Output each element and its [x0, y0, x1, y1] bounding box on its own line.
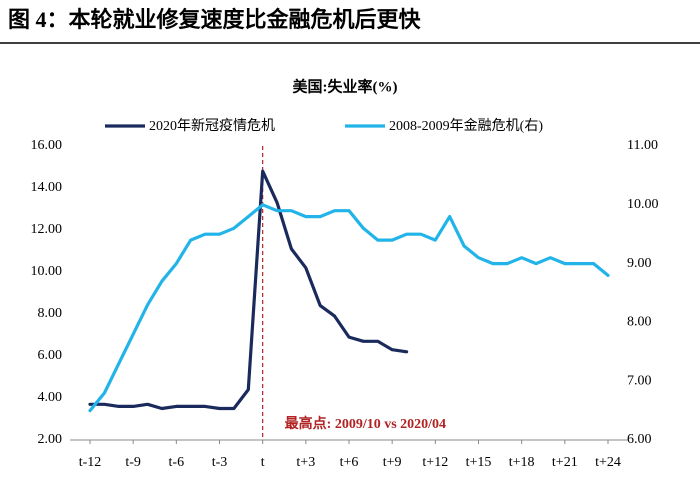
chart-title: 美国:失业率(%)	[293, 77, 398, 95]
y2-tick-label: 11.00	[627, 138, 658, 153]
y-tick-label: 8.00	[38, 306, 63, 321]
annotation: 最高点: 2009/10 vs 2020/04	[285, 415, 446, 432]
y2-tick-label: 9.00	[627, 256, 652, 271]
y-tick-label: 14.00	[31, 180, 63, 195]
x-tick-label: t-6	[169, 455, 185, 470]
x-tick-label: t+12	[422, 455, 448, 470]
x-tick-label: t+3	[296, 455, 315, 470]
series-line	[88, 203, 610, 413]
x-tick-label: t+6	[340, 455, 359, 470]
x-tick-label: t-3	[212, 455, 228, 470]
x-tick-label: t	[261, 455, 265, 470]
x-tick-label: t+21	[552, 455, 578, 470]
x-tick-label: t+15	[466, 455, 492, 470]
y2-tick-label: 6.00	[627, 432, 652, 447]
y-tick-label: 16.00	[31, 138, 63, 153]
y2-tick-label: 8.00	[627, 315, 652, 330]
y-tick-label: 6.00	[38, 348, 63, 363]
x-tick-label: t+9	[383, 455, 402, 470]
x-tick-label: t-12	[79, 455, 102, 470]
legend-label: 2020年新冠疫情危机	[149, 118, 275, 134]
y-tick-label: 2.00	[38, 432, 63, 447]
x-tick-label: t+24	[595, 455, 621, 470]
y-tick-label: 4.00	[38, 390, 63, 405]
y2-tick-label: 10.00	[627, 197, 659, 212]
y-tick-label: 10.00	[31, 264, 63, 279]
header-title: 图 4：本轮就业修复速度比金融危机后更快	[8, 7, 422, 32]
y-tick-label: 12.00	[31, 222, 63, 237]
legend-label: 2008-2009年金融危机(右)	[389, 118, 543, 134]
x-tick-label: t+18	[509, 455, 535, 470]
y2-tick-label: 7.00	[627, 373, 652, 388]
x-tick-label: t-9	[125, 455, 141, 470]
series-line	[88, 169, 409, 411]
